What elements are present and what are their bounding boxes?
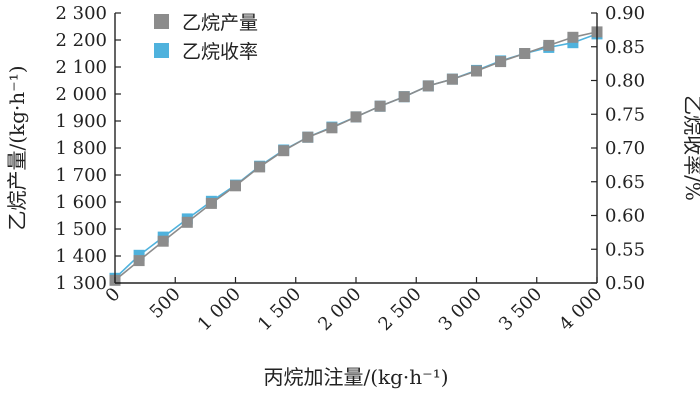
legend-marker-ethane-output: [154, 14, 169, 29]
y-right-tick-label: 0.75: [605, 104, 645, 125]
legend-label-ethane-yield: 乙烷收率: [182, 41, 258, 63]
data-point: [374, 100, 386, 112]
series-line: [114, 33, 598, 279]
data-point: [422, 80, 434, 92]
data-point: [157, 235, 169, 247]
y-left-tick-label: 2 100: [55, 57, 107, 78]
x-tick-label: 4 000: [555, 284, 606, 335]
y-left-tick-label: 1 700: [55, 165, 107, 186]
data-point: [230, 180, 241, 192]
data-point: [205, 197, 217, 209]
x-tick-label: 3 500: [495, 284, 546, 335]
y-axis-left-title: 乙烷产量/(kg·h⁻¹): [5, 65, 29, 230]
y-left-tick-label: 1 400: [55, 246, 107, 267]
data-point: [350, 111, 362, 123]
y-left-tick-label: 1 900: [55, 111, 107, 132]
series-line: [114, 31, 598, 281]
series-ethane-yield: [109, 28, 603, 284]
y-left-tick-label: 1 600: [55, 192, 107, 213]
tick-labels: 1 300 1 400 1 500 1 600 1 700 1 800 1 900 2 000…: [55, 3, 645, 335]
y-left-tick-label: 1 300: [55, 273, 107, 294]
x-tick-label: 1 500: [254, 284, 305, 335]
data-point: [519, 48, 531, 59]
data-point: [133, 255, 145, 267]
legend-label-ethane-output: 乙烷产量: [182, 12, 258, 34]
y-right-tick-label: 0.55: [605, 239, 645, 260]
series-ethane-output: [109, 26, 603, 286]
data-point: [567, 31, 579, 43]
data-point: [398, 91, 410, 103]
legend: 乙烷产量 乙烷收率: [154, 12, 258, 63]
chart-marks: [109, 26, 603, 286]
x-tick-label: 3 000: [435, 284, 486, 335]
y-right-tick-label: 0.50: [605, 273, 645, 294]
y-right-tick-label: 0.85: [605, 37, 645, 58]
data-point: [278, 145, 290, 157]
y-right-tick-label: 0.65: [605, 172, 645, 193]
x-tick-label: 1 000: [194, 284, 245, 335]
data-point: [495, 56, 507, 68]
legend-marker-ethane-yield: [154, 43, 169, 58]
x-tick-label: 500: [146, 284, 185, 323]
tick-marks: [114, 12, 598, 284]
y-right-tick-label: 0.70: [605, 138, 645, 159]
y-left-tick-label: 2 300: [55, 3, 107, 24]
data-point: [181, 216, 193, 228]
y-left-tick-label: 2 000: [55, 84, 107, 105]
data-point: [446, 73, 458, 85]
data-point: [471, 65, 482, 77]
data-point: [254, 161, 266, 173]
y-right-tick-label: 0.60: [605, 206, 645, 227]
y-right-tick-label: 0.90: [605, 3, 645, 24]
x-tick-label: 2 500: [374, 284, 425, 335]
y-left-tick-label: 1 500: [55, 219, 107, 240]
data-point: [302, 131, 314, 143]
x-tick-label: 0: [102, 284, 125, 307]
y-axis-right-title: 乙烷收率/%: [681, 95, 700, 201]
y-left-tick-label: 2 200: [55, 30, 107, 51]
x-axis-title: 丙烷加注量/(kg·h⁻¹): [263, 365, 448, 389]
y-right-tick-label: 0.80: [605, 71, 645, 92]
data-point: [543, 39, 555, 51]
data-point: [326, 122, 338, 134]
x-tick-label: 2 000: [314, 284, 365, 335]
y-left-tick-label: 1 800: [55, 138, 107, 159]
